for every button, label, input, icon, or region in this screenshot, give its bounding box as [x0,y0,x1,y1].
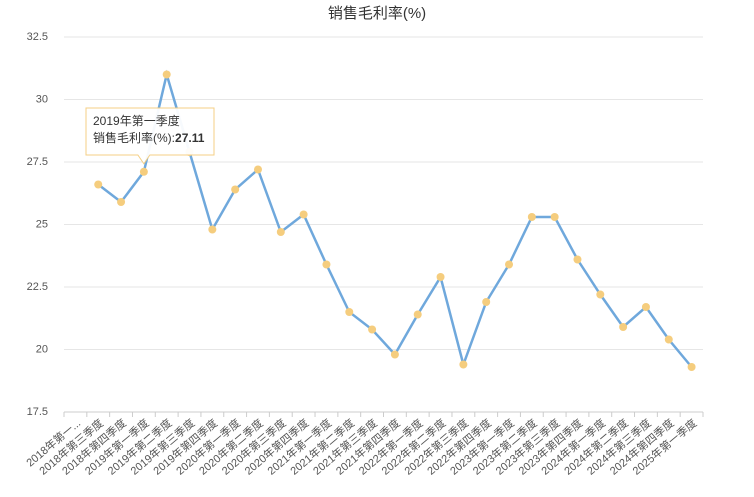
point [368,325,377,334]
point [596,290,605,299]
y-tick-label: 20 [36,343,48,355]
point [390,350,399,359]
y-tick-label: 22.5 [27,281,48,293]
point [505,260,514,269]
point [94,180,103,189]
point [117,198,126,206]
point [322,260,331,269]
chart-title: 销售毛利率(%) [328,5,426,22]
point [413,310,422,319]
point [276,228,285,236]
y-tick-label: 30 [36,93,48,105]
point [527,213,536,221]
tooltip-value: 27.11 [175,131,205,145]
point [253,165,262,174]
point [231,185,240,194]
point [482,298,491,306]
point [208,225,217,234]
tooltip-box [85,107,215,165]
tooltip-body: 销售毛利率(%):27.11 [93,130,205,145]
point [550,213,559,221]
tooltip-title: 2019年第一季度 [93,113,180,128]
point [573,255,582,264]
point [619,323,628,331]
point [162,70,171,79]
point [139,167,148,176]
tooltip-series: 销售毛利率(%) [93,130,172,145]
point [436,273,445,281]
point [299,210,308,219]
point [664,335,673,344]
y-tick-label: 17.5 [27,406,48,418]
point [687,363,696,371]
y-tick-label: 25 [36,218,48,230]
point [345,308,354,316]
tooltip-sep: : [172,131,175,145]
point [641,303,650,311]
y-tick-label: 32.5 [27,31,48,43]
y-tick-label: 27.5 [27,156,48,168]
point [459,360,468,369]
